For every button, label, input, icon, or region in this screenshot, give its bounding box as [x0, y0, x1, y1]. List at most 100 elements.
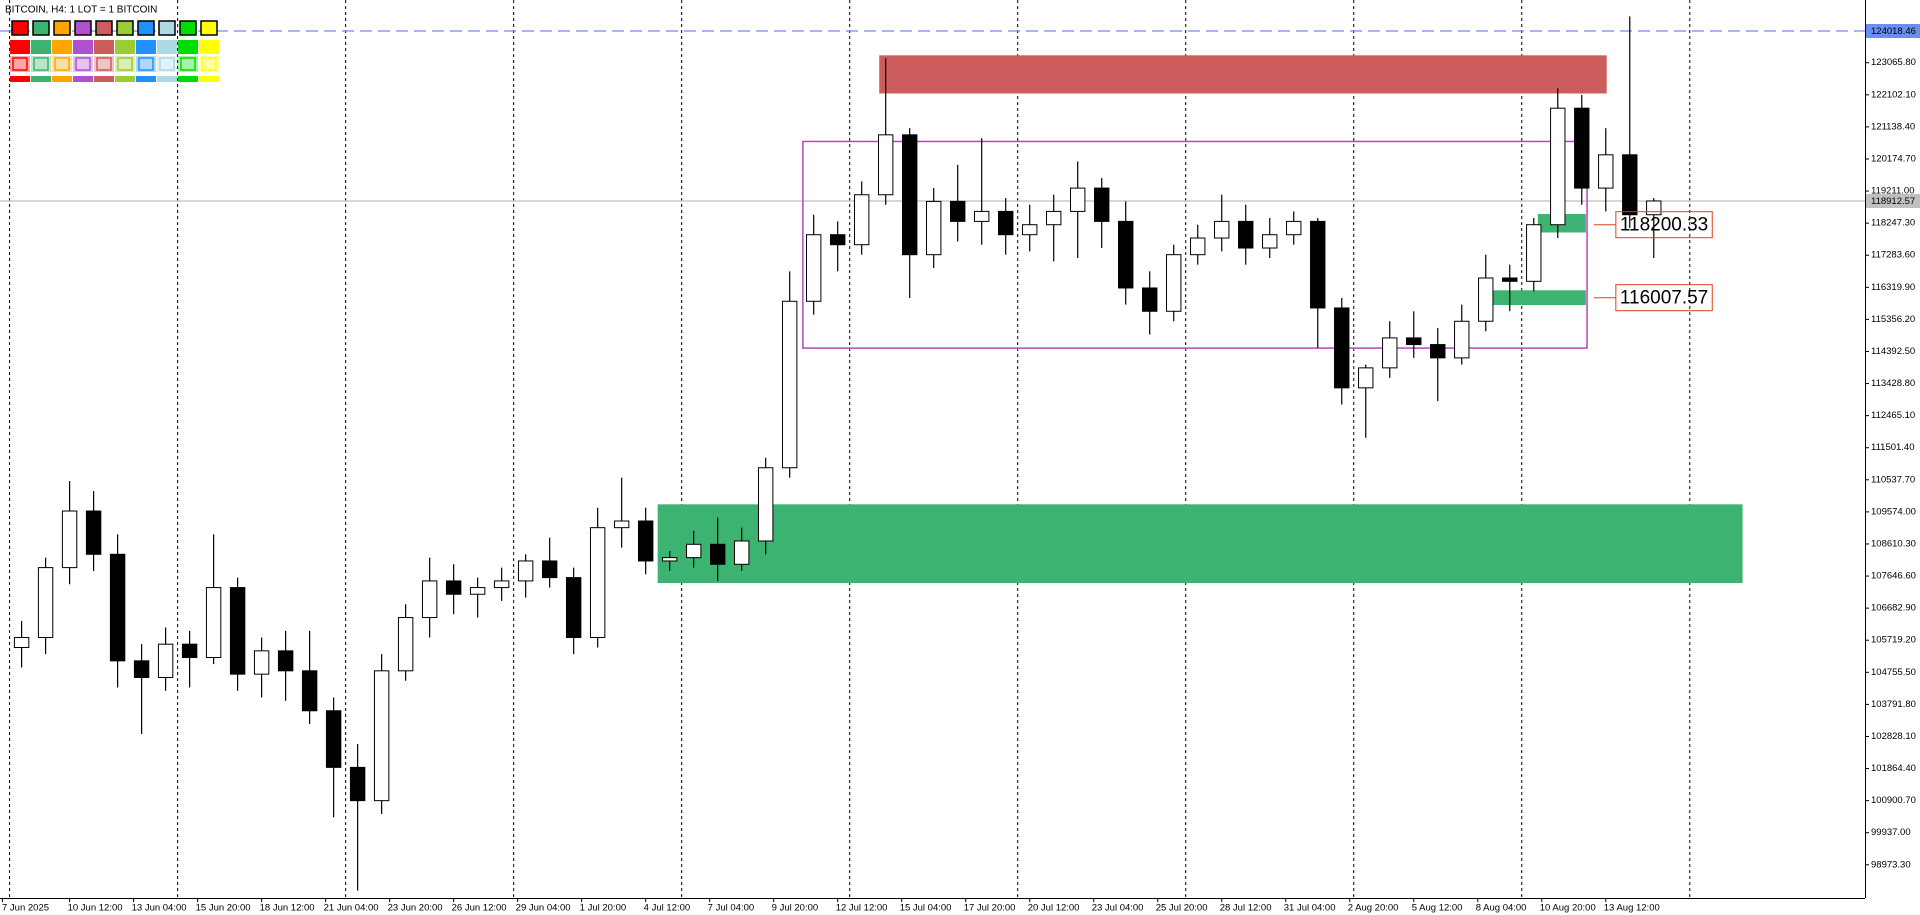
- price-label: 116007.57: [1620, 288, 1708, 309]
- color-swatch[interactable]: [179, 20, 197, 36]
- color-outline: [54, 57, 70, 71]
- candle-body: [397, 617, 414, 672]
- candle-body: [61, 510, 78, 569]
- candle-body: [1214, 220, 1230, 239]
- candle-body: [517, 560, 534, 582]
- color-fill: [94, 40, 114, 54]
- color-bar: [10, 76, 30, 82]
- candle-body: [661, 557, 678, 562]
- y-tick-label: 120174.70: [1871, 153, 1916, 164]
- price-label-box: [1615, 284, 1713, 312]
- color-outline: [117, 57, 133, 71]
- x-tick-label: 5 Aug 12:00: [1412, 903, 1463, 914]
- y-tick-label: 123065.80: [1871, 57, 1916, 68]
- y-tick-label: 110537.70: [1871, 474, 1915, 485]
- price-level-tag: [1866, 24, 1920, 39]
- color-swatch[interactable]: [116, 20, 134, 36]
- color-bar: [31, 76, 51, 82]
- color-fill: [178, 40, 198, 54]
- x-tick-label: 28 Jul 12:00: [1220, 903, 1272, 914]
- x-tick-label: 4 Jul 12:00: [644, 903, 690, 914]
- color-fill: [73, 40, 93, 54]
- candle-body: [950, 200, 966, 222]
- color-swatch[interactable]: [158, 20, 176, 36]
- color-outline: [201, 57, 217, 71]
- color-bar: [94, 76, 114, 82]
- candle-body: [1334, 307, 1350, 389]
- candle-body: [637, 520, 654, 562]
- candle-body: [277, 650, 294, 672]
- y-tick-label: 108610.30: [1871, 538, 1916, 549]
- y-tick-label: 115356.20: [1871, 314, 1915, 325]
- candle-body: [325, 710, 342, 768]
- color-toolbar[interactable]: [10, 20, 219, 82]
- color-outline: [180, 57, 196, 71]
- x-tick-label: 13 Aug 12:00: [1604, 903, 1660, 914]
- price-level-label: 124018.46: [1871, 26, 1916, 37]
- color-bar: [136, 76, 156, 82]
- candle-body: [757, 467, 774, 542]
- color-outline: [33, 57, 49, 71]
- color-fill: [136, 40, 156, 54]
- candle-body: [613, 520, 630, 529]
- color-fill: [52, 40, 72, 54]
- price-level-tag: [1866, 193, 1920, 208]
- x-tick-label: 10 Aug 20:00: [1540, 903, 1596, 914]
- x-tick-label: 18 Jun 12:00: [260, 903, 315, 914]
- y-tick-label: 107646.60: [1871, 571, 1916, 582]
- y-tick-label: 114392.50: [1871, 346, 1915, 357]
- color-swatch[interactable]: [32, 20, 50, 36]
- x-tick-label: 26 Jun 12:00: [452, 903, 507, 914]
- y-tick-label: 112465.10: [1871, 410, 1915, 421]
- candle-body: [998, 210, 1014, 236]
- candle-body: [109, 553, 126, 662]
- x-tick-label: 21 Jun 04:00: [324, 903, 379, 914]
- candle-body: [1070, 187, 1086, 212]
- color-swatch[interactable]: [11, 20, 29, 36]
- y-tick-label: 106682.90: [1871, 603, 1916, 614]
- candle-body: [229, 587, 246, 675]
- candle-body: [1526, 224, 1542, 282]
- candle-body: [37, 567, 54, 639]
- y-tick-label: 118247.30: [1871, 218, 1915, 229]
- candle-body: [1382, 337, 1398, 369]
- color-outline-bg: [31, 56, 51, 72]
- color-fill: [115, 40, 135, 54]
- candle-body: [1094, 187, 1110, 222]
- color-swatch[interactable]: [53, 20, 71, 36]
- candle-body: [205, 587, 222, 659]
- axis-background: [1866, 0, 1920, 915]
- candle-body: [349, 766, 366, 802]
- candle-body: [1286, 220, 1302, 236]
- color-bar: [157, 76, 177, 82]
- color-outline-bg: [10, 56, 30, 72]
- chart-title: BITCOIN, H4: 1 LOT = 1 BITCOIN: [5, 5, 157, 16]
- x-tick-label: 15 Jun 20:00: [196, 903, 251, 914]
- candle-body: [1238, 220, 1254, 249]
- color-fill: [31, 40, 51, 54]
- x-tick-label: 7 Jun 2025: [2, 903, 49, 914]
- candle-body: [974, 210, 990, 222]
- candle-body: [1478, 277, 1494, 322]
- candle-body: [1046, 210, 1062, 226]
- candle-body: [1118, 220, 1134, 289]
- color-outline-bg: [199, 56, 219, 72]
- color-bar: [115, 76, 135, 82]
- color-swatch[interactable]: [200, 20, 218, 36]
- x-tick-label: 10 Jun 12:00: [68, 903, 123, 914]
- x-tick-label: 25 Jul 20:00: [1156, 903, 1208, 914]
- price-label: 118200.33: [1620, 215, 1708, 236]
- candle-body: [853, 194, 870, 246]
- candle-body: [1502, 277, 1518, 282]
- color-swatch[interactable]: [74, 20, 92, 36]
- x-tick-label: 23 Jul 04:00: [1092, 903, 1144, 914]
- color-swatch[interactable]: [137, 20, 155, 36]
- y-tick-label: 104755.50: [1871, 667, 1916, 678]
- candle-body: [301, 670, 318, 712]
- candle-body: [781, 300, 798, 469]
- candle-body: [1262, 234, 1278, 249]
- color-swatch[interactable]: [95, 20, 113, 36]
